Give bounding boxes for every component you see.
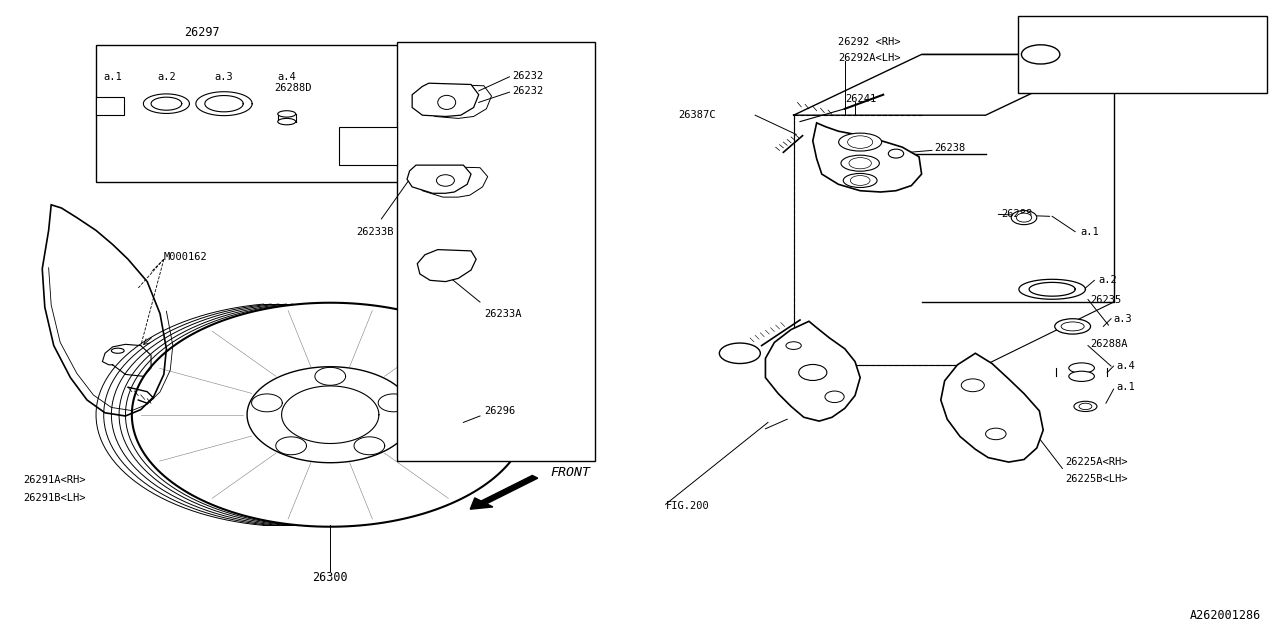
- Ellipse shape: [1069, 371, 1094, 381]
- Text: a.1: a.1: [104, 72, 122, 82]
- Text: ( -'16MY): ( -'16MY): [1201, 30, 1254, 40]
- Text: 26235: 26235: [1091, 294, 1121, 305]
- Ellipse shape: [850, 175, 870, 186]
- Text: FRONT: FRONT: [550, 466, 590, 479]
- Text: 26232: 26232: [512, 70, 543, 81]
- Ellipse shape: [1069, 363, 1094, 373]
- Text: a.2: a.2: [157, 72, 175, 82]
- Text: a.3: a.3: [215, 72, 233, 82]
- Text: FIG.200: FIG.200: [666, 500, 709, 511]
- Ellipse shape: [1055, 319, 1091, 334]
- Circle shape: [1021, 45, 1060, 64]
- Text: 26233A: 26233A: [484, 308, 521, 319]
- Ellipse shape: [986, 428, 1006, 440]
- Ellipse shape: [278, 111, 296, 117]
- Text: 26241: 26241: [845, 94, 876, 104]
- Polygon shape: [813, 123, 922, 192]
- Ellipse shape: [1016, 213, 1032, 222]
- Text: a.1: a.1: [1116, 382, 1135, 392]
- Ellipse shape: [278, 118, 296, 125]
- Text: 26238: 26238: [934, 143, 965, 154]
- Polygon shape: [412, 83, 479, 116]
- Ellipse shape: [799, 365, 827, 380]
- Ellipse shape: [1079, 403, 1092, 410]
- Ellipse shape: [111, 348, 124, 353]
- Circle shape: [719, 343, 760, 364]
- Text: M260023: M260023: [1103, 68, 1144, 79]
- Ellipse shape: [888, 149, 904, 158]
- Ellipse shape: [844, 173, 877, 188]
- Ellipse shape: [1061, 322, 1084, 331]
- Ellipse shape: [436, 175, 454, 186]
- Text: 26225A<RH>: 26225A<RH>: [1065, 457, 1128, 467]
- Ellipse shape: [847, 136, 873, 148]
- Text: 26291B<LH>: 26291B<LH>: [23, 493, 86, 503]
- Ellipse shape: [786, 342, 801, 349]
- Polygon shape: [407, 165, 471, 193]
- Ellipse shape: [961, 379, 984, 392]
- Bar: [96, 45, 410, 182]
- Text: A262001286: A262001286: [1189, 609, 1261, 622]
- Text: 26387C: 26387C: [678, 110, 716, 120]
- Text: ('17MY- ): ('17MY- ): [1201, 68, 1254, 79]
- Ellipse shape: [826, 391, 845, 403]
- Text: M000162: M000162: [164, 252, 207, 262]
- Bar: [397, 42, 595, 461]
- Text: 26288D: 26288D: [274, 83, 311, 93]
- Ellipse shape: [438, 95, 456, 109]
- Ellipse shape: [1011, 211, 1037, 225]
- Bar: [96, 97, 124, 115]
- Text: a.4: a.4: [1116, 361, 1135, 371]
- Text: 1: 1: [1038, 49, 1043, 60]
- Polygon shape: [765, 321, 860, 421]
- Text: 26291A<RH>: 26291A<RH>: [23, 475, 86, 485]
- Ellipse shape: [1074, 401, 1097, 412]
- Text: 26288A: 26288A: [1091, 339, 1128, 349]
- Text: a.1: a.1: [1080, 227, 1100, 237]
- Text: 26292 <RH>: 26292 <RH>: [838, 36, 901, 47]
- Text: 26288: 26288: [1001, 209, 1032, 220]
- Polygon shape: [42, 205, 166, 416]
- Text: M000316: M000316: [1103, 30, 1144, 40]
- Polygon shape: [417, 250, 476, 282]
- Text: 26292A<LH>: 26292A<LH>: [838, 52, 901, 63]
- Bar: [339, 127, 397, 165]
- Text: 26296: 26296: [484, 406, 515, 416]
- Ellipse shape: [838, 133, 882, 151]
- FancyArrow shape: [470, 476, 538, 509]
- Text: 26225B<LH>: 26225B<LH>: [1065, 474, 1128, 484]
- Text: a.2: a.2: [1098, 275, 1117, 285]
- Bar: [1018, 16, 1267, 93]
- Ellipse shape: [841, 155, 879, 171]
- Text: a.4: a.4: [278, 72, 296, 82]
- Text: 26233B: 26233B: [356, 227, 393, 237]
- Text: 1: 1: [737, 348, 742, 358]
- Text: 26297: 26297: [184, 26, 220, 38]
- Ellipse shape: [849, 157, 872, 169]
- Text: 26232: 26232: [512, 86, 543, 96]
- Polygon shape: [941, 353, 1043, 462]
- Text: a.3: a.3: [1114, 314, 1133, 324]
- Text: 26300: 26300: [312, 571, 348, 584]
